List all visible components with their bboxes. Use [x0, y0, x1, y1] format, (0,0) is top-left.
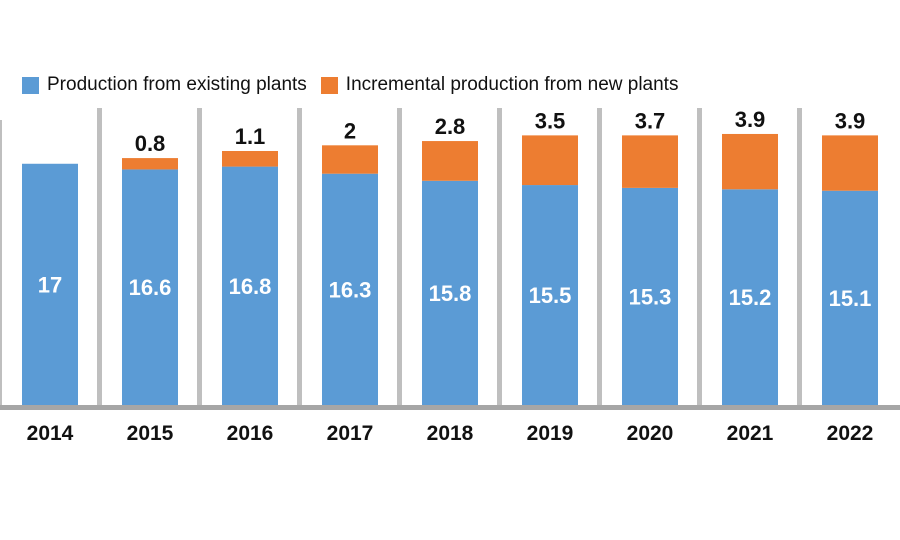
x-tick-label-2020: 2020 — [627, 422, 674, 445]
bar-new-2016 — [222, 150, 278, 167]
bar-existing-2021 — [722, 189, 778, 405]
bar-new-2022 — [822, 135, 878, 191]
x-tick-label-2015: 2015 — [127, 422, 174, 445]
separator-line — [497, 108, 502, 405]
data-label-new-2015: 0.8 — [135, 131, 166, 156]
data-label-new-2021: 3.9 — [735, 107, 766, 132]
bar-existing-2020 — [622, 187, 678, 405]
x-tick-label-2018: 2018 — [427, 422, 474, 445]
data-label-existing-2019: 15.5 — [529, 283, 572, 308]
bar-new-2018 — [422, 141, 478, 181]
data-label-new-2022: 3.9 — [835, 108, 866, 133]
data-label-existing-2020: 15.3 — [629, 284, 672, 309]
separator-line — [397, 108, 402, 405]
bar-existing-2016 — [222, 166, 278, 405]
legend-item-new: Incremental production from new plants — [320, 74, 679, 96]
legend-swatch-new — [320, 76, 338, 94]
separator-line — [197, 108, 202, 405]
bar-existing-2014 — [22, 163, 78, 405]
data-label-existing-2022: 15.1 — [829, 286, 872, 311]
data-label-new-2017: 2 — [344, 118, 356, 143]
bar-existing-2017 — [322, 173, 378, 405]
separator-line — [697, 108, 702, 405]
x-tick-label-2019: 2019 — [527, 422, 574, 445]
data-label-existing-2015: 16.6 — [129, 275, 172, 300]
legend-item-existing: Production from existing plants — [22, 74, 307, 96]
data-label-new-2019: 3.5 — [535, 108, 566, 133]
axis-left-line — [0, 120, 2, 405]
x-tick-label-2014: 2014 — [27, 422, 74, 445]
legend: Production from existing plants Incremen… — [22, 74, 692, 96]
separator-line — [97, 108, 102, 405]
x-tick-label-2022: 2022 — [827, 422, 874, 445]
legend-label-existing: Production from existing plants — [47, 74, 307, 95]
bar-new-2019 — [522, 135, 578, 186]
bar-existing-2018 — [422, 180, 478, 405]
separator-line — [797, 108, 802, 405]
legend-label-new: Incremental production from new plants — [345, 74, 679, 95]
bar-new-2015 — [122, 158, 178, 170]
data-label-existing-2016: 16.8 — [229, 274, 272, 299]
data-label-existing-2014: 17 — [38, 272, 62, 297]
separator-line — [297, 108, 302, 405]
data-label-new-2020: 3.7 — [635, 108, 666, 133]
bar-existing-2015 — [122, 169, 178, 405]
data-label-new-2016: 1.1 — [235, 124, 266, 149]
data-label-new-2018: 2.8 — [435, 114, 466, 139]
bar-new-2021 — [722, 133, 778, 190]
bar-new-2017 — [322, 145, 378, 174]
bar-existing-2022 — [822, 190, 878, 405]
x-axis-baseline — [0, 405, 900, 410]
x-tick-label-2021: 2021 — [727, 422, 774, 445]
bar-existing-2019 — [522, 185, 578, 405]
x-tick-label-2016: 2016 — [227, 422, 274, 445]
data-label-existing-2017: 16.3 — [329, 277, 372, 302]
x-tick-label-2017: 2017 — [327, 422, 374, 445]
separator-line — [597, 108, 602, 405]
bar-new-2020 — [622, 135, 678, 188]
legend-swatch-existing — [22, 76, 39, 94]
data-label-existing-2018: 15.8 — [429, 281, 472, 306]
data-label-existing-2021: 15.2 — [729, 285, 772, 310]
